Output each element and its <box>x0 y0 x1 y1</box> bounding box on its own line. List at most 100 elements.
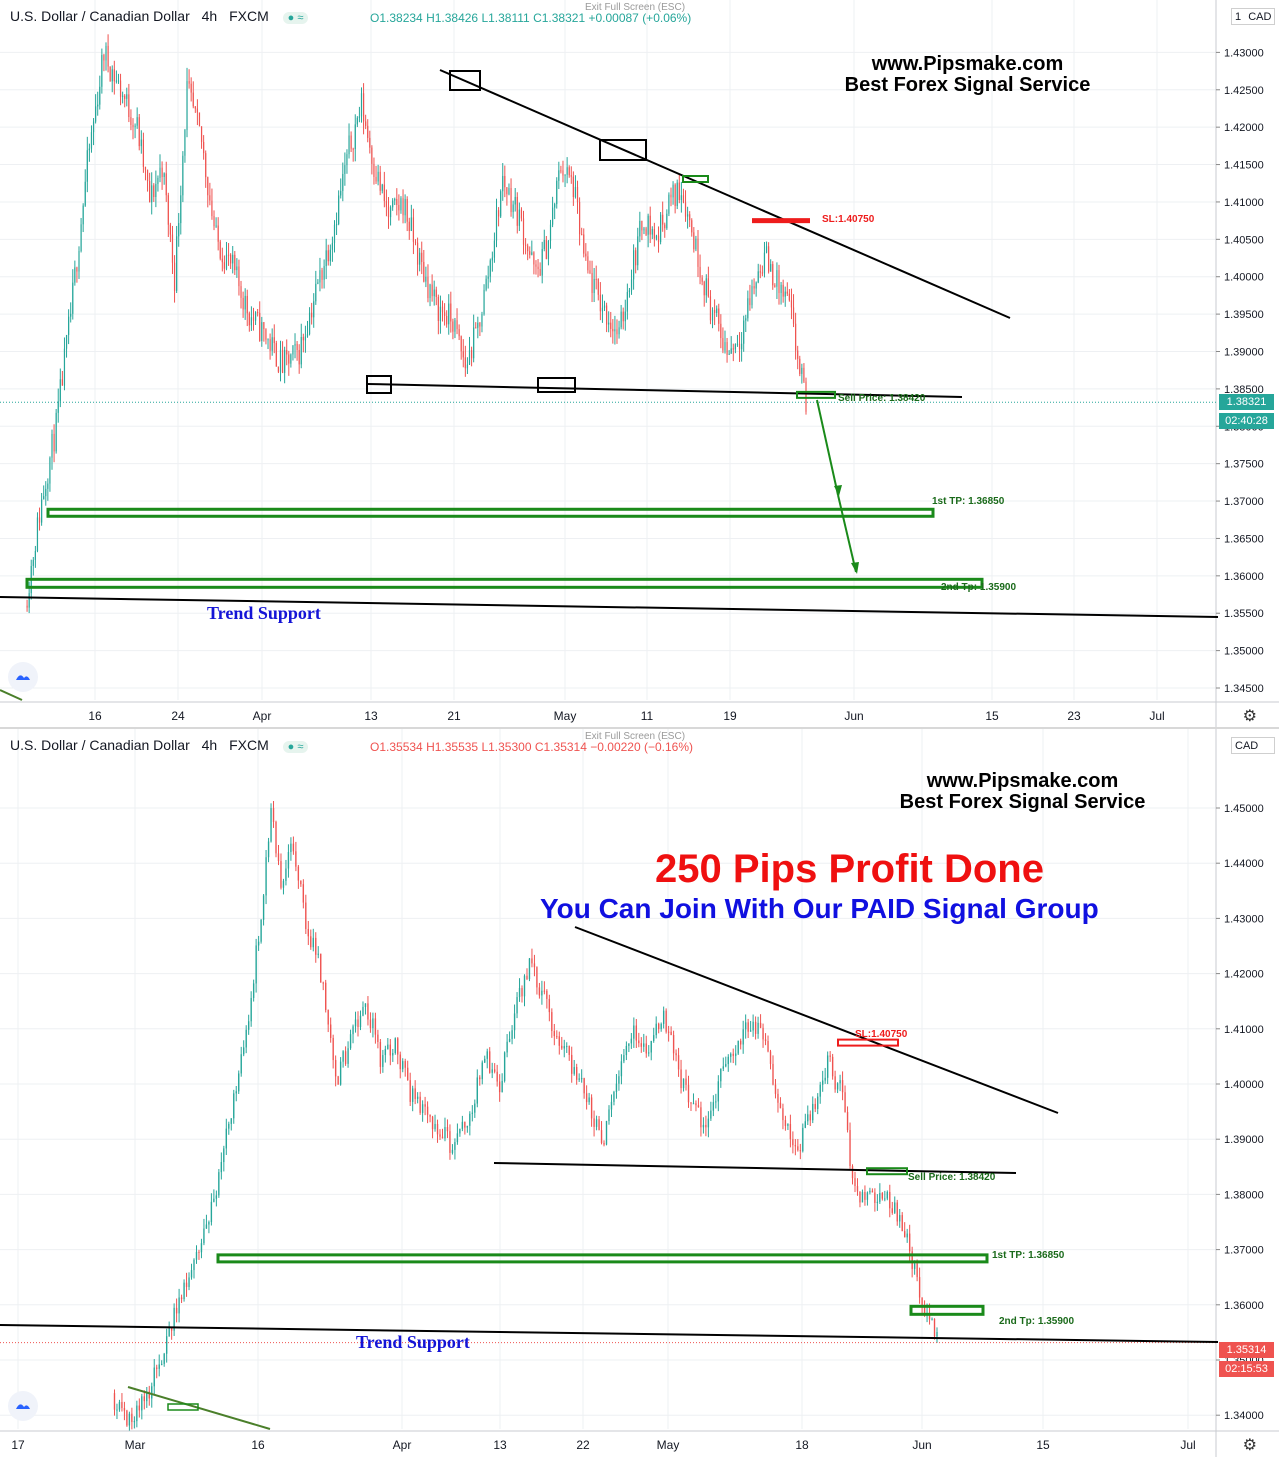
candle-body <box>682 1078 685 1089</box>
candle-body <box>734 344 736 350</box>
candle-body <box>349 1034 352 1049</box>
candle-body <box>518 209 520 226</box>
candle-body <box>658 1023 660 1030</box>
take-profit-2-zone <box>25 577 984 589</box>
price-tick-label: 1.39000 <box>1224 347 1264 359</box>
candle-body <box>374 1018 377 1035</box>
candle-body <box>292 843 295 852</box>
ohlc-close: C1.38321 <box>533 11 586 25</box>
candle-body <box>458 329 460 337</box>
time-tick-label: 24 <box>171 709 185 723</box>
candle-body <box>352 148 354 150</box>
candle-body <box>678 182 680 201</box>
candle-body <box>709 296 712 321</box>
candle-body <box>923 1306 926 1314</box>
candle-body <box>244 295 246 310</box>
candle-body <box>780 284 782 294</box>
candle-body <box>105 45 107 61</box>
candle-body <box>511 1030 513 1039</box>
time-tick-label: 17 <box>11 1438 25 1452</box>
market-status-icon[interactable]: ● ≈ <box>282 741 309 753</box>
interval-label[interactable]: 4h <box>201 737 218 753</box>
candle-body <box>250 997 252 1022</box>
symbol-title[interactable]: U.S. Dollar / Canadian Dollar <box>10 737 190 753</box>
candle-body <box>730 348 732 354</box>
candle-body <box>342 1051 344 1062</box>
candle-body <box>451 1149 454 1153</box>
candle-body <box>623 1055 625 1062</box>
time-tick-label: Apr <box>253 709 272 723</box>
ohlc-low: L1.38111 <box>481 11 530 25</box>
candle-body <box>466 364 469 369</box>
candle-body <box>173 262 176 291</box>
candle-body <box>377 171 379 182</box>
currency-code: CAD <box>1248 11 1272 23</box>
candle-body <box>439 306 442 321</box>
currency-label[interactable]: CAD <box>1231 737 1275 754</box>
exit-fullscreen-hint[interactable]: Exit Full Screen (ESC) <box>585 731 686 742</box>
candle-body <box>47 483 49 489</box>
candle-body <box>484 1058 486 1063</box>
candle-body <box>151 1386 153 1399</box>
candle-body <box>680 195 682 201</box>
candle-body <box>576 186 579 203</box>
candle-body <box>522 218 525 245</box>
candle-body <box>491 1069 493 1073</box>
candle-body <box>53 433 55 452</box>
candle-body <box>645 228 647 235</box>
tradingview-logo-icon[interactable] <box>8 1391 38 1421</box>
tradingview-logo-icon[interactable] <box>8 662 38 692</box>
pattern-box <box>366 375 392 394</box>
candle-body <box>101 55 103 87</box>
exit-fullscreen-hint[interactable]: Exit Full Screen (ESC) <box>585 2 686 13</box>
candle-body <box>344 1051 347 1064</box>
candle-body <box>677 1055 680 1070</box>
candle-body <box>92 121 95 133</box>
candle-body <box>169 224 171 235</box>
chart-canvas-bottom[interactable]: 1.45000 1.44000 1.43000 1.42000 1.41000 1.400… <box>0 729 1279 1457</box>
candle-body <box>736 343 739 345</box>
candle-body <box>287 852 290 869</box>
candle-body <box>632 250 635 280</box>
market-status-icon[interactable]: ● ≈ <box>282 12 309 24</box>
candle-body <box>203 141 205 154</box>
chart-panel-top[interactable]: 1.43000 1.42500 1.42000 1.41500 1.41000 1.405… <box>0 0 1279 728</box>
chart-panel-bottom[interactable]: 1.45000 1.44000 1.43000 1.42000 1.41000 1.400… <box>0 729 1279 1457</box>
candle-body <box>456 320 458 330</box>
candle-body <box>313 301 315 318</box>
candle-body <box>55 412 57 452</box>
time-tick-label: Apr <box>393 1438 412 1452</box>
gear-icon[interactable]: ⚙ <box>1242 708 1257 725</box>
candle-body <box>138 1405 141 1411</box>
candle-body <box>28 593 30 608</box>
candle-body <box>387 1044 389 1049</box>
candle-body <box>156 1367 158 1369</box>
chart-canvas-top[interactable]: 1.43000 1.42500 1.42000 1.41500 1.41000 1.405… <box>0 0 1279 728</box>
currency-label[interactable]: 1 CAD <box>1231 8 1275 25</box>
candle-body <box>732 348 734 350</box>
candle-body <box>916 1263 918 1278</box>
price-tick-label: 1.38000 <box>1224 1189 1264 1201</box>
candle-body <box>267 841 270 858</box>
candle-body <box>327 1009 329 1025</box>
gear-icon[interactable]: ⚙ <box>1242 1437 1257 1454</box>
symbol-title[interactable]: U.S. Dollar / Canadian Dollar <box>10 8 190 24</box>
candle-body <box>514 196 516 205</box>
candle-body <box>257 941 260 946</box>
candle-body <box>881 1192 884 1199</box>
candle-body <box>84 181 86 206</box>
candle-body <box>400 198 402 211</box>
candle-body <box>682 195 685 203</box>
interval-label[interactable]: 4h <box>201 8 218 24</box>
candle-body <box>429 1114 431 1117</box>
candle-body <box>213 216 215 227</box>
candle-body <box>653 1035 655 1041</box>
candle-body <box>826 1055 829 1078</box>
candle-body <box>834 1076 836 1090</box>
candle-body <box>165 173 167 196</box>
time-tick-label: Jun <box>912 1438 931 1452</box>
candle-body <box>585 1093 588 1103</box>
candle-body <box>464 357 466 369</box>
sell-price-marker <box>796 390 836 399</box>
candle-body <box>570 175 572 177</box>
